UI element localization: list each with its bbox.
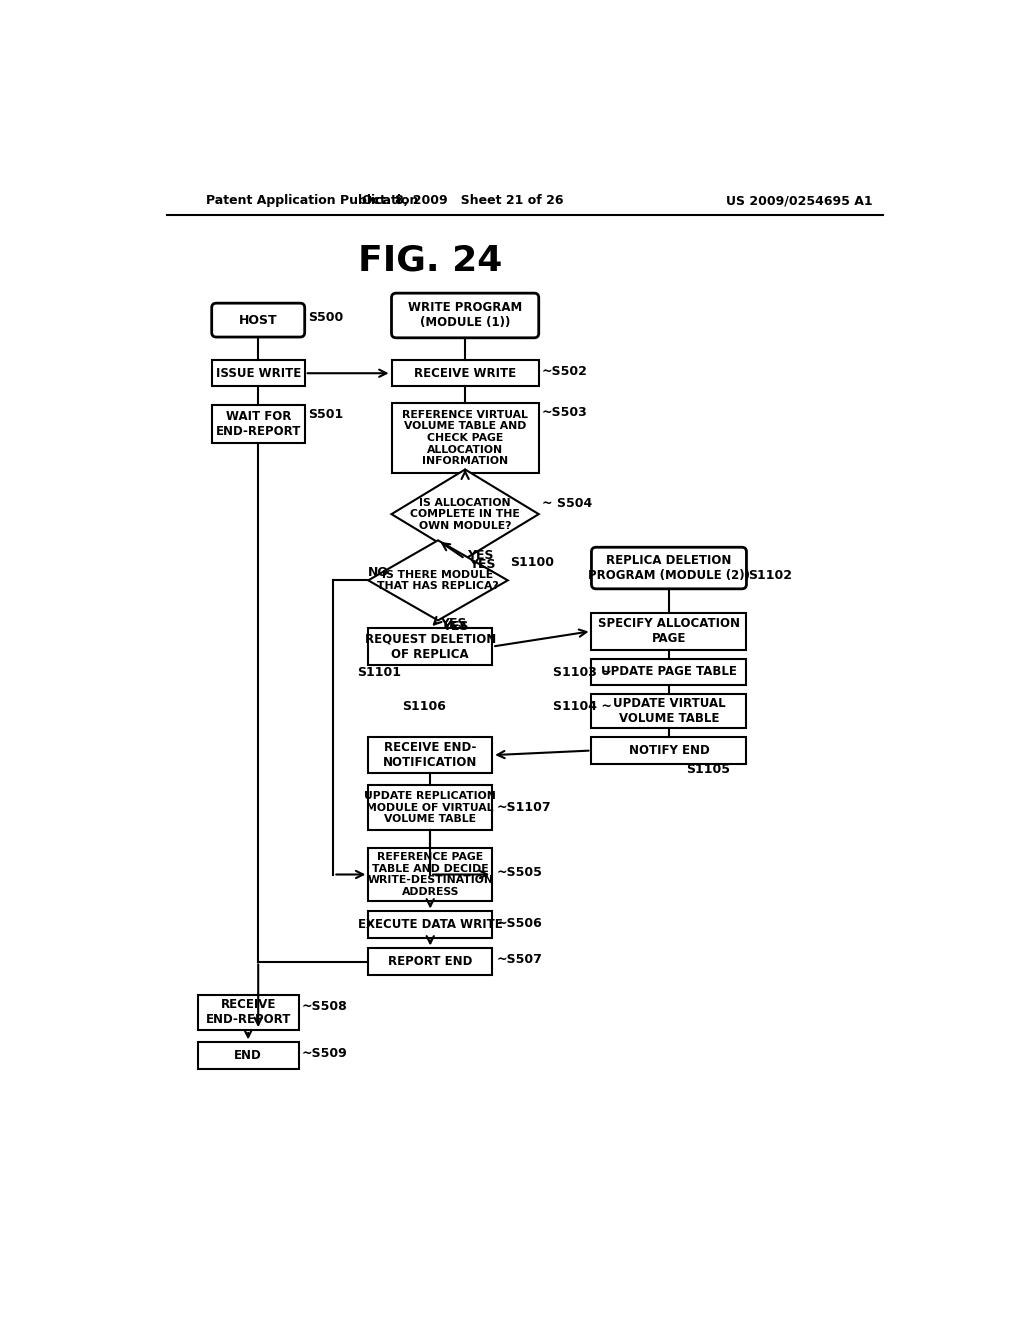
- Text: FIG. 24: FIG. 24: [358, 243, 503, 277]
- Polygon shape: [369, 540, 508, 620]
- Bar: [592, 738, 746, 763]
- Bar: [198, 1043, 299, 1069]
- Text: S1103 ~: S1103 ~: [553, 667, 611, 680]
- Text: Oct. 8, 2009   Sheet 21 of 26: Oct. 8, 2009 Sheet 21 of 26: [362, 194, 563, 207]
- Bar: [212, 405, 305, 444]
- Text: RECEIVE END-
NOTIFICATION: RECEIVE END- NOTIFICATION: [383, 741, 477, 770]
- Text: UPDATE PAGE TABLE: UPDATE PAGE TABLE: [601, 665, 737, 678]
- Text: WAIT FOR
END-REPORT: WAIT FOR END-REPORT: [215, 411, 301, 438]
- Bar: [212, 360, 305, 387]
- Text: RECEIVE
END-REPORT: RECEIVE END-REPORT: [206, 998, 291, 1027]
- FancyBboxPatch shape: [391, 293, 539, 338]
- Text: ~S507: ~S507: [496, 953, 542, 966]
- Bar: [369, 785, 493, 830]
- Text: ~S509: ~S509: [302, 1047, 347, 1060]
- Text: S500: S500: [308, 312, 343, 325]
- Text: NO: NO: [369, 566, 389, 579]
- Bar: [391, 360, 539, 387]
- Bar: [369, 948, 493, 974]
- Bar: [369, 849, 493, 900]
- Bar: [592, 659, 746, 685]
- Bar: [369, 628, 493, 665]
- Text: REQUEST DELETION
OF REPLICA: REQUEST DELETION OF REPLICA: [365, 632, 496, 660]
- Bar: [369, 738, 493, 774]
- Text: RECEIVE WRITE: RECEIVE WRITE: [414, 367, 516, 380]
- Polygon shape: [391, 470, 539, 558]
- Text: REPLICA DELETION
PROGRAM (MODULE (2)): REPLICA DELETION PROGRAM (MODULE (2)): [588, 554, 750, 582]
- Text: ~S506: ~S506: [496, 916, 542, 929]
- Text: SPECIFY ALLOCATION
PAGE: SPECIFY ALLOCATION PAGE: [598, 618, 740, 645]
- Text: S1102: S1102: [748, 569, 792, 582]
- Text: END: END: [234, 1049, 262, 1063]
- Text: S501: S501: [308, 408, 343, 421]
- Text: UPDATE REPLICATION
MODULE OF VIRTUAL
VOLUME TABLE: UPDATE REPLICATION MODULE OF VIRTUAL VOL…: [365, 791, 497, 824]
- Text: ~S502: ~S502: [542, 366, 588, 379]
- Text: US 2009/0254695 A1: US 2009/0254695 A1: [726, 194, 872, 207]
- Text: S1106: S1106: [402, 700, 446, 713]
- Bar: [198, 995, 299, 1030]
- Text: YES: YES: [442, 620, 468, 634]
- Text: S1105: S1105: [686, 763, 730, 776]
- Text: Patent Application Publication: Patent Application Publication: [206, 194, 418, 207]
- Bar: [592, 612, 746, 649]
- Text: ~S505: ~S505: [496, 866, 542, 879]
- Text: YES: YES: [469, 558, 496, 572]
- FancyBboxPatch shape: [212, 304, 305, 337]
- Text: WRITE PROGRAM
(MODULE (1)): WRITE PROGRAM (MODULE (1)): [408, 301, 522, 330]
- Text: EXECUTE DATA WRITE: EXECUTE DATA WRITE: [357, 917, 503, 931]
- Bar: [369, 911, 493, 937]
- Text: S1100: S1100: [510, 556, 554, 569]
- Text: YES: YES: [440, 616, 467, 630]
- Text: HOST: HOST: [239, 314, 278, 326]
- Bar: [592, 694, 746, 729]
- Text: ~S508: ~S508: [302, 999, 347, 1012]
- Text: ~S1107: ~S1107: [496, 801, 551, 814]
- Text: S1104 ~: S1104 ~: [553, 700, 611, 713]
- Text: NOTIFY END: NOTIFY END: [629, 744, 710, 758]
- Text: REFERENCE VIRTUAL
VOLUME TABLE AND
CHECK PAGE
ALLOCATION
INFORMATION: REFERENCE VIRTUAL VOLUME TABLE AND CHECK…: [402, 409, 528, 466]
- Bar: [391, 404, 539, 473]
- Text: IS THERE MODULE
THAT HAS REPLICA?: IS THERE MODULE THAT HAS REPLICA?: [377, 569, 499, 591]
- Text: UPDATE VIRTUAL
VOLUME TABLE: UPDATE VIRTUAL VOLUME TABLE: [612, 697, 725, 725]
- Text: ISSUE WRITE: ISSUE WRITE: [216, 367, 301, 380]
- Text: REPORT END: REPORT END: [388, 954, 472, 968]
- Text: IS ALLOCATION
COMPLETE IN THE
OWN MODULE?: IS ALLOCATION COMPLETE IN THE OWN MODULE…: [411, 498, 520, 531]
- Text: YES: YES: [467, 549, 494, 562]
- FancyBboxPatch shape: [592, 548, 746, 589]
- Text: REFERENCE PAGE
TABLE AND DECIDE
WRITE-DESTINATION
ADDRESS: REFERENCE PAGE TABLE AND DECIDE WRITE-DE…: [368, 853, 494, 896]
- Text: S1101: S1101: [356, 667, 400, 680]
- Text: ~ S504: ~ S504: [542, 496, 592, 510]
- Text: ~S503: ~S503: [542, 407, 588, 418]
